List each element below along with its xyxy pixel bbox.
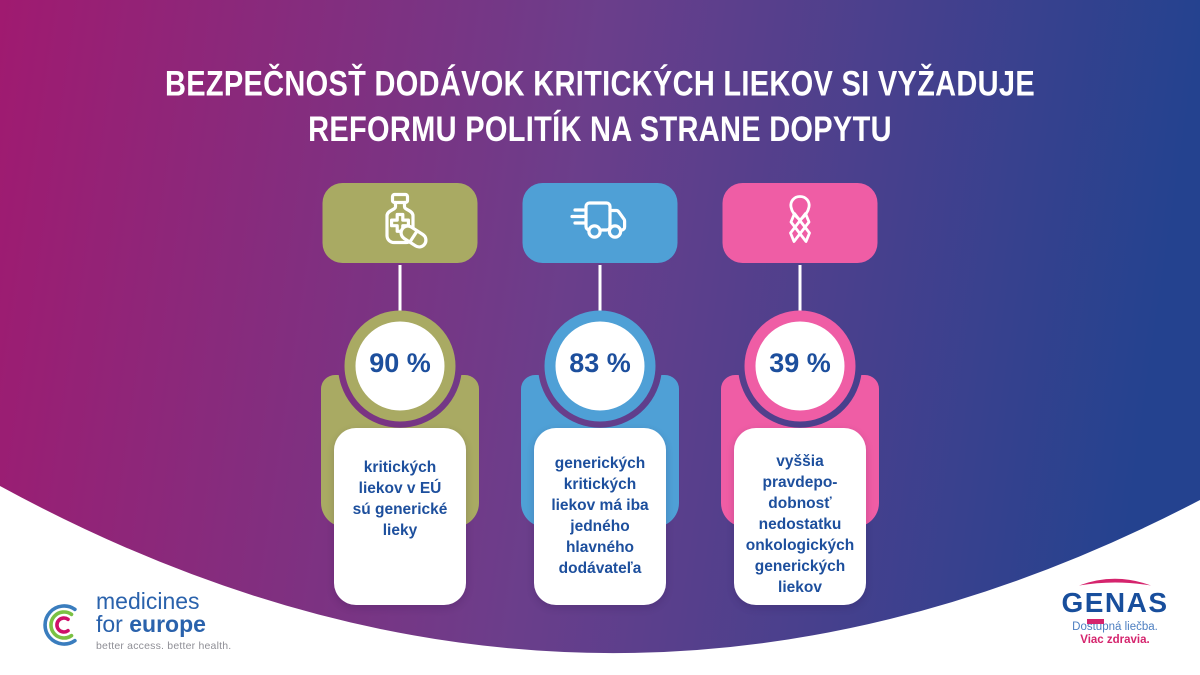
- stat-description: kritických liekov v EÚ sú generické liek…: [352, 459, 448, 539]
- mfe-logo-mark-icon: [43, 604, 77, 646]
- genas-logo: GENAS Dostupná liečba. Viac zdravia.: [1040, 572, 1190, 646]
- mfe-logo-tagline: better access. better health.: [96, 640, 232, 652]
- awareness-ribbon-icon: [789, 195, 811, 243]
- stat-card-single-supplier: 83 % generických kritických liekov má ib…: [520, 183, 680, 613]
- icon-box: [322, 183, 478, 263]
- stat-percent: 90 %: [369, 348, 431, 378]
- percent-circle: [344, 310, 456, 422]
- medicine-bottle-icon: [385, 192, 428, 249]
- page-title: BEZPEČNOSŤ DODÁVOK KRITICKÝCH LIEKOV SI …: [165, 65, 1035, 150]
- genas-tagline-1: Dostupná liečba.: [1072, 621, 1158, 633]
- percent-circle: [744, 310, 856, 422]
- mfe-logo-text-line2: for europe: [96, 611, 206, 637]
- stat-description-box: generických kritických liekov má iba jed…: [534, 428, 666, 605]
- stat-percent: 83 %: [569, 348, 631, 378]
- genas-e-bar: [1087, 619, 1104, 624]
- icon-box: [722, 183, 878, 263]
- stat-description: generických kritických liekov má iba jed…: [551, 455, 649, 577]
- percent-circle: [544, 310, 656, 422]
- genas-tagline-2: Viac zdravia.: [1080, 634, 1150, 646]
- stat-description-box: kritických liekov v EÚ sú generické liek…: [334, 428, 466, 605]
- genas-logo-name: GENAS: [1040, 588, 1190, 624]
- genas-arc-icon: [1079, 578, 1151, 586]
- stat-card-oncology-shortage: 39 % vyššia pravdepo- dobnosť nedostatku…: [720, 183, 880, 613]
- icon-box: [522, 183, 678, 263]
- stat-description: vyššia pravdepo- dobnosť nedostatku onko…: [745, 453, 855, 596]
- mfe-logo-text-line1: medicines: [96, 588, 200, 614]
- stat-description-box: vyššia pravdepo- dobnosť nedostatku onko…: [734, 428, 866, 605]
- stat-card-generic-medicines: 90 % kritických liekov v EÚ sú generické…: [320, 183, 480, 613]
- medicines-for-europe-logo: medicines for europe better access. bett…: [38, 588, 318, 666]
- delivery-truck-icon: [570, 201, 627, 239]
- stat-percent: 39 %: [769, 348, 831, 378]
